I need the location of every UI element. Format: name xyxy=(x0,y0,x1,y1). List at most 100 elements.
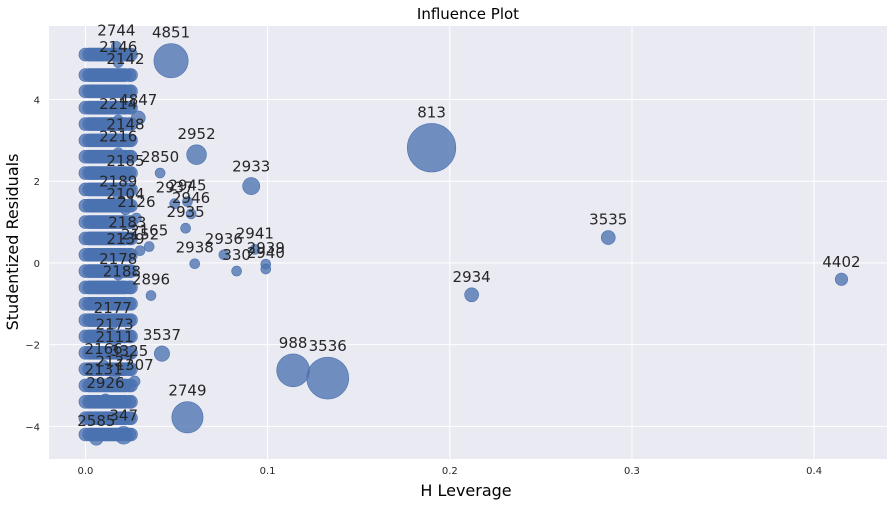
y-tick-label: −2 xyxy=(25,341,40,352)
y-axis-label: Studentized Residuals xyxy=(3,154,22,331)
point-label: 2940 xyxy=(247,244,285,262)
data-point xyxy=(600,230,616,245)
x-axis-label: H Leverage xyxy=(420,481,511,500)
point-label: 2104 xyxy=(106,185,144,203)
point-label: 2744 xyxy=(97,21,135,39)
data-point xyxy=(182,196,193,207)
point-label: 3536 xyxy=(309,337,347,355)
data-point xyxy=(98,359,109,371)
data-point xyxy=(128,375,141,388)
data-point xyxy=(231,265,242,277)
point-label: 2126 xyxy=(117,193,155,211)
data-point xyxy=(113,84,127,99)
data-point xyxy=(114,426,133,445)
data-point xyxy=(120,204,131,216)
data-point xyxy=(95,296,109,311)
point-label: 2188 xyxy=(103,262,141,280)
data-point xyxy=(122,233,133,244)
data-point xyxy=(834,272,849,286)
x-tick-label: 0.1 xyxy=(260,466,276,477)
point-label: 2941 xyxy=(236,224,274,242)
data-point xyxy=(185,208,197,220)
data-point xyxy=(100,117,115,131)
point-label: 2850 xyxy=(141,148,179,166)
data-point xyxy=(85,84,100,99)
data-point xyxy=(109,335,120,346)
data-point xyxy=(120,69,131,81)
point-label: 2935 xyxy=(167,203,205,221)
data-point xyxy=(186,144,207,165)
point-label: 988 xyxy=(279,334,308,352)
point-label: 2896 xyxy=(132,271,170,289)
point-label: 2946 xyxy=(172,189,210,207)
point-label: 2142 xyxy=(106,50,144,68)
data-point xyxy=(134,245,146,256)
data-point xyxy=(96,215,111,229)
point-label: 3535 xyxy=(589,211,627,229)
data-point xyxy=(99,393,112,406)
point-label: 813 xyxy=(417,103,446,121)
point-label: 2166 xyxy=(85,340,123,358)
point-label: 2165 xyxy=(130,222,168,240)
data-point xyxy=(242,177,261,196)
data-point xyxy=(113,100,127,115)
data-point xyxy=(122,182,136,197)
data-point xyxy=(112,114,124,126)
data-point xyxy=(107,318,119,330)
y-tick-label: −4 xyxy=(25,422,40,433)
data-point xyxy=(407,123,457,173)
point-label: 2146 xyxy=(99,38,137,56)
point-label: 2183 xyxy=(108,213,146,231)
point-label: 2936 xyxy=(205,230,243,248)
data-point xyxy=(171,401,204,434)
data-point xyxy=(260,263,272,275)
point-label: 2177 xyxy=(94,299,132,317)
point-label: 2926 xyxy=(86,374,124,392)
data-point xyxy=(116,282,128,293)
point-label: 2152 xyxy=(121,226,159,244)
point-label: 4402 xyxy=(822,253,860,271)
point-label: 2939 xyxy=(247,239,285,257)
data-point xyxy=(112,192,124,203)
data-point xyxy=(145,290,157,301)
data-point xyxy=(124,411,138,425)
point-label: 1307 xyxy=(116,356,154,374)
data-point xyxy=(118,313,133,327)
x-tick-label: 0.0 xyxy=(77,466,93,477)
data-point xyxy=(93,100,107,115)
point-label: 2148 xyxy=(106,115,144,133)
point-label: 2952 xyxy=(177,125,215,143)
data-point xyxy=(218,249,230,261)
data-point xyxy=(111,41,122,52)
data-point xyxy=(180,222,191,234)
data-point xyxy=(124,395,138,409)
data-point xyxy=(98,380,109,391)
y-tick-label: 0 xyxy=(34,259,40,270)
x-tick-labels: 0.0 0.1 0.2 0.3 0.4 xyxy=(77,466,822,477)
x-tick-label: 0.3 xyxy=(624,466,640,477)
data-point xyxy=(112,147,124,158)
data-point xyxy=(123,361,135,373)
y-tick-label: 2 xyxy=(34,177,40,188)
data-point xyxy=(82,378,96,393)
point-label: 2214 xyxy=(99,95,137,113)
data-points xyxy=(89,41,849,446)
data-point xyxy=(130,110,146,126)
grid-lines xyxy=(49,26,887,459)
point-label: 2585 xyxy=(77,412,115,430)
point-label: 2749 xyxy=(168,382,206,400)
point-label: 2139 xyxy=(106,230,144,248)
chart-title: Influence Plot xyxy=(417,5,519,23)
data-point xyxy=(464,287,479,303)
point-label: 330 xyxy=(222,246,251,264)
y-tick-labels: −4 −2 0 2 4 xyxy=(25,96,40,434)
point-label: 2173 xyxy=(95,316,133,334)
point-label: 2127 xyxy=(95,352,133,370)
data-point xyxy=(104,231,118,246)
data-point xyxy=(154,167,166,179)
data-point xyxy=(189,258,201,270)
data-point xyxy=(89,431,104,446)
data-point xyxy=(78,68,93,82)
